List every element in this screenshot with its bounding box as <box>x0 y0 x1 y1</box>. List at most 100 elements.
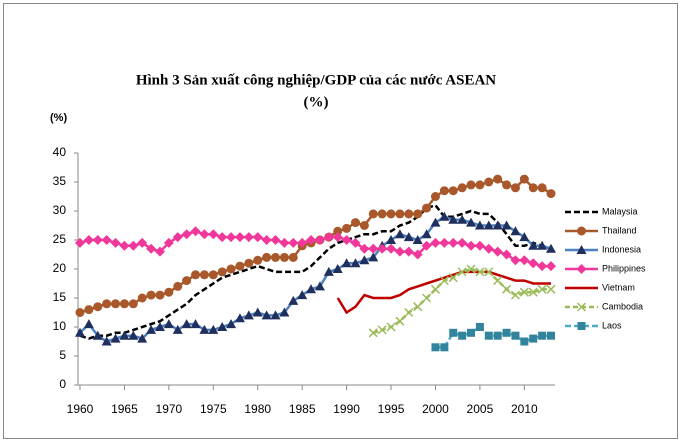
point-marker <box>137 237 148 248</box>
point-marker <box>341 258 352 268</box>
chart-title: Hình 3 Sản xuất công nghiệp/GDP của các … <box>136 72 496 88</box>
point-marker <box>502 284 512 294</box>
point-marker <box>421 240 432 251</box>
point-marker <box>377 243 388 254</box>
y-tick-label: 15 <box>53 290 67 304</box>
point-marker <box>146 324 157 334</box>
point-marker <box>466 240 477 251</box>
point-marker <box>252 307 263 317</box>
point-marker <box>199 229 210 240</box>
point-marker <box>119 330 130 340</box>
point-marker <box>350 258 361 268</box>
point-marker <box>457 183 467 193</box>
point-marker <box>332 264 343 273</box>
x-tick-label: 1990 <box>333 402 360 416</box>
point-marker <box>270 235 281 245</box>
y-tick-label: 25 <box>53 232 67 246</box>
point-marker <box>119 240 130 251</box>
point-marker <box>519 232 530 242</box>
point-marker <box>368 328 378 338</box>
point-marker <box>75 327 85 337</box>
point-marker <box>547 331 555 340</box>
point-marker <box>288 237 299 248</box>
point-marker <box>430 217 441 227</box>
x-tick-label: 1975 <box>200 402 227 416</box>
legend-label: Cambodia <box>602 301 643 311</box>
point-marker <box>279 252 289 262</box>
point-marker <box>475 323 484 331</box>
point-marker <box>457 267 467 277</box>
y-tick-label: 40 <box>53 145 67 159</box>
point-marker <box>448 237 459 248</box>
point-marker <box>323 266 334 276</box>
legend-label: Malaysia <box>602 206 638 216</box>
point-marker <box>386 243 397 254</box>
y-tick-label: 0 <box>59 377 66 391</box>
point-marker <box>395 209 405 219</box>
point-marker <box>537 261 548 272</box>
point-marker <box>234 313 245 323</box>
point-marker <box>359 221 369 230</box>
point-marker <box>128 299 138 309</box>
y-tick-label: 35 <box>53 174 67 188</box>
point-marker <box>439 237 450 248</box>
legend-marker <box>576 245 587 254</box>
point-marker <box>519 255 530 266</box>
point-marker <box>492 220 503 230</box>
point-marker <box>386 322 396 332</box>
point-marker <box>93 302 103 312</box>
point-marker <box>226 264 236 274</box>
point-marker <box>537 183 547 193</box>
point-marker <box>484 177 494 187</box>
point-marker <box>546 284 556 294</box>
point-marker <box>271 252 281 262</box>
point-marker <box>217 232 228 243</box>
point-marker <box>253 255 263 265</box>
y-tick-label: 20 <box>53 261 67 275</box>
point-marker <box>208 270 218 280</box>
point-marker <box>137 333 148 343</box>
point-marker <box>75 237 85 248</box>
point-marker <box>430 237 441 248</box>
point-marker <box>191 270 201 280</box>
y-axis-label: (%) <box>50 112 67 124</box>
point-marker <box>474 240 485 251</box>
point-marker <box>430 192 440 201</box>
point-marker <box>163 237 174 248</box>
point-marker <box>137 293 147 303</box>
point-marker <box>350 218 360 228</box>
point-marker <box>314 281 325 291</box>
point-marker <box>92 330 103 340</box>
point-marker <box>261 235 272 245</box>
point-marker <box>110 333 121 343</box>
point-marker <box>252 232 263 243</box>
point-marker <box>84 305 94 315</box>
point-marker <box>403 232 414 242</box>
point-marker <box>466 264 476 274</box>
y-tick-label: 5 <box>59 348 66 362</box>
point-marker <box>350 237 361 248</box>
point-marker <box>342 223 352 233</box>
point-marker <box>537 240 548 250</box>
point-marker <box>404 209 414 219</box>
legend-marker <box>576 264 587 274</box>
point-marker <box>217 267 227 277</box>
point-marker <box>448 186 458 196</box>
point-marker <box>546 243 556 253</box>
point-marker <box>421 229 432 239</box>
point-marker <box>412 235 423 244</box>
point-marker <box>244 258 254 268</box>
point-marker <box>493 174 503 184</box>
point-marker <box>386 209 396 219</box>
point-marker <box>493 276 503 286</box>
point-marker <box>377 325 387 335</box>
point-marker <box>430 284 441 294</box>
point-marker <box>146 243 157 254</box>
chart-frame <box>3 3 678 439</box>
point-marker <box>510 183 520 193</box>
point-marker <box>510 290 520 300</box>
point-marker <box>501 249 512 260</box>
x-tick-label: 1985 <box>289 402 316 416</box>
point-marker <box>519 174 529 184</box>
